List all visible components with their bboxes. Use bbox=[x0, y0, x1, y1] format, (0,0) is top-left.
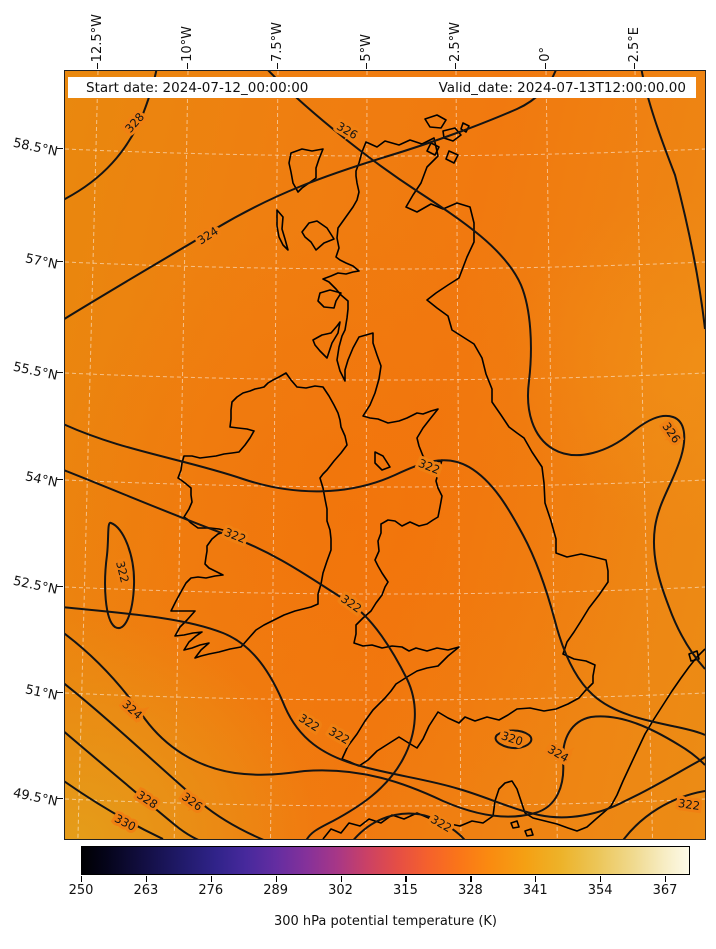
y-tick-mark bbox=[57, 692, 63, 694]
title-bar: Start date: 2024-07-12_00:00:00 Valid_da… bbox=[68, 77, 696, 98]
graticule-layer bbox=[65, 71, 705, 839]
map-svg: 328 3263243263223223223223223223243263283… bbox=[65, 71, 705, 839]
colorbar-tick-mark bbox=[405, 876, 407, 882]
colorbar-tick-mark bbox=[470, 876, 472, 882]
valid-date-text: Valid_date: 2024-07-13T12:00:00.00 bbox=[438, 79, 686, 96]
contour-322 bbox=[65, 469, 416, 839]
contour-326 bbox=[65, 682, 264, 839]
contour-label: 324 bbox=[119, 697, 145, 722]
contour-label: 326 bbox=[659, 420, 683, 446]
colorbar-tick-label: 367 bbox=[652, 883, 678, 898]
contour-label-layer: 328 3263243263223223223223223223243263283… bbox=[109, 107, 704, 838]
colorbar-tick-label: 315 bbox=[393, 883, 418, 898]
x-tick-label: 5°W bbox=[358, 34, 374, 62]
y-tick-mark bbox=[57, 372, 63, 374]
colorbar-tick-label: 328 bbox=[457, 883, 483, 898]
start-date-text: Start date: 2024-07-12_00:00:00 bbox=[86, 79, 309, 96]
y-tick-mark bbox=[57, 586, 63, 588]
x-tick-label: 2.5°W bbox=[447, 21, 463, 62]
x-tick-label: 0° bbox=[537, 47, 553, 62]
x-tick-label: 2.5°E bbox=[626, 26, 642, 62]
colorbar-tick-mark bbox=[275, 876, 277, 882]
contour-label: 322 bbox=[222, 525, 248, 546]
contour-label: 330 bbox=[112, 811, 138, 834]
colorbar-tick-label: 354 bbox=[587, 883, 613, 898]
colorbar bbox=[81, 846, 690, 875]
y-tick-mark bbox=[57, 479, 63, 481]
contour-322 bbox=[622, 790, 705, 839]
contour-label: 322 bbox=[428, 812, 454, 835]
contour-322 bbox=[65, 423, 705, 736]
contour-326 bbox=[267, 71, 705, 670]
colorbar-tick-mark bbox=[210, 876, 212, 882]
x-tick-mark bbox=[545, 63, 547, 69]
colorbar-caption: 300 hPa potential temperature (K) bbox=[273, 914, 497, 929]
x-tick-label: 10°W bbox=[179, 26, 195, 62]
contour-330 bbox=[65, 780, 164, 839]
x-tick-label: 12.5°W bbox=[89, 13, 105, 62]
y-tick-label: 58.5°N bbox=[11, 135, 59, 160]
colorbar-tick-label: 276 bbox=[198, 883, 224, 898]
contour-label: 326 bbox=[179, 789, 205, 813]
contour-label: 324 bbox=[545, 742, 571, 765]
colorbar-tick-mark bbox=[145, 876, 148, 882]
contour-label: 326 bbox=[334, 119, 360, 142]
contour-322 bbox=[65, 606, 705, 819]
y-tick-mark bbox=[57, 261, 63, 263]
contour-320 bbox=[494, 729, 533, 750]
contour-label: 322 bbox=[326, 724, 352, 747]
colorbar-tick-mark bbox=[665, 876, 667, 882]
contour-328 bbox=[65, 731, 199, 839]
y-tick-label: 55.5°N bbox=[11, 359, 59, 384]
x-tick-mark bbox=[455, 63, 457, 69]
contour-322 bbox=[104, 521, 136, 630]
colorbar-tick-label: 263 bbox=[133, 883, 159, 898]
colorbar-tick-label: 302 bbox=[328, 883, 353, 898]
contour-322 bbox=[353, 812, 466, 839]
colorbar-tick-mark bbox=[81, 876, 83, 882]
contour-layer bbox=[65, 71, 705, 839]
y-tick-mark bbox=[57, 148, 63, 150]
x-tick-mark bbox=[187, 63, 189, 69]
colorbar-tick-label: 289 bbox=[263, 883, 289, 898]
x-tick-mark bbox=[634, 63, 636, 69]
y-tick-label: 54°N bbox=[23, 469, 59, 491]
y-tick-label: 51°N bbox=[23, 682, 59, 704]
colorbar-tick-mark bbox=[535, 876, 537, 882]
y-tick-mark bbox=[57, 798, 63, 800]
contour-label: 322 bbox=[113, 560, 132, 585]
x-tick-label: 7.5°W bbox=[269, 21, 285, 62]
x-tick-mark bbox=[366, 63, 368, 69]
contour-326 bbox=[640, 71, 705, 330]
y-tick-label: 49.5°N bbox=[11, 785, 59, 810]
contour-324 bbox=[65, 632, 705, 818]
coastline-layer bbox=[170, 114, 705, 839]
map-plot-area: 328 326 324 326 322 322 322 322 322 322 324 326 328 3… bbox=[64, 70, 706, 840]
y-tick-label: 52.5°N bbox=[11, 573, 59, 598]
colorbar-tick-label: 250 bbox=[68, 883, 94, 898]
contour-label: 322 bbox=[677, 796, 701, 813]
colorbar-tick-mark bbox=[600, 876, 602, 882]
contour-324 bbox=[65, 71, 557, 320]
x-tick-mark bbox=[97, 63, 99, 69]
colorbar-tick-label: 341 bbox=[522, 883, 548, 898]
colorbar-tick-mark bbox=[340, 876, 342, 882]
x-tick-mark bbox=[277, 63, 279, 69]
contour-label: 328 bbox=[134, 788, 160, 812]
y-tick-label: 57°N bbox=[23, 251, 59, 273]
